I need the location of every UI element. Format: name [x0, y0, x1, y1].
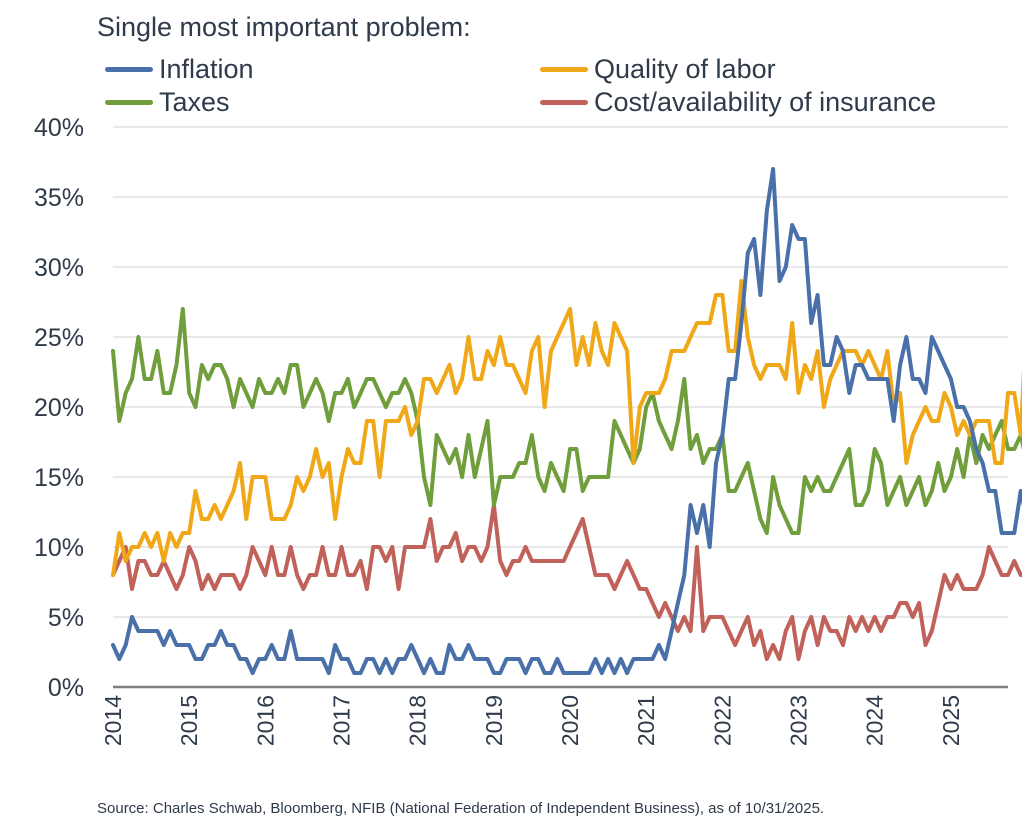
- y-tick-label: 35%: [34, 184, 84, 212]
- legend-swatch-inflation: [105, 67, 153, 72]
- series-line-cost-availability-of-insurance: [111, 503, 1022, 661]
- source-note: Source: Charles Schwab, Bloomberg, NFIB …: [97, 800, 825, 817]
- legend-entry-quality-of-labor: Quality of labor: [540, 54, 776, 85]
- legend-title: Single most important problem:: [97, 12, 471, 42]
- y-tick-label: 15%: [34, 464, 84, 492]
- legend-label-inflation: Inflation: [159, 54, 254, 84]
- x-axis-ticks: 2014 2015 2016 2017 2018 2019 2020 2021 2022 2023…: [100, 695, 964, 746]
- y-tick-label: 20%: [34, 394, 84, 422]
- series-line-taxes: [111, 307, 1022, 535]
- x-tick-label: 2015: [176, 695, 202, 746]
- legend-swatch-insurance: [540, 100, 588, 105]
- y-tick-label: 10%: [34, 534, 84, 562]
- x-tick-label: 2017: [329, 695, 355, 746]
- x-tick-label: 2025: [938, 695, 964, 746]
- gridlines: [113, 126, 1008, 618]
- x-tick-label: 2018: [405, 695, 431, 746]
- y-tick-label: 5%: [48, 604, 84, 632]
- legend-entry-taxes: Taxes: [105, 87, 230, 118]
- y-tick-label: 30%: [34, 254, 84, 282]
- x-tick-label: 2022: [709, 695, 735, 746]
- series-lines: [111, 167, 1022, 675]
- x-tick-label: 2020: [557, 695, 583, 746]
- series-line-quality-of-labor: [111, 279, 1022, 577]
- series-line-inflation: [111, 167, 1022, 675]
- y-axis-ticks: 0% 5% 10% 15% 20% 25% 30% 35% 40%: [34, 114, 84, 702]
- legend-entry-insurance: Cost/availability of insurance: [540, 87, 936, 118]
- x-tick-label: 2014: [100, 695, 126, 746]
- legend-swatch-taxes: [105, 100, 153, 105]
- y-tick-label: 40%: [34, 114, 84, 142]
- legend-label-quality-of-labor: Quality of labor: [594, 54, 776, 84]
- y-tick-label: 25%: [34, 324, 84, 352]
- x-tick-label: 2024: [862, 695, 888, 746]
- x-tick-label: 2023: [786, 695, 812, 746]
- legend-label-insurance: Cost/availability of insurance: [594, 87, 937, 117]
- x-tick-label: 2019: [481, 695, 507, 746]
- legend-label-taxes: Taxes: [159, 87, 230, 117]
- y-tick-label: 0%: [48, 674, 84, 702]
- x-tick-label: 2021: [633, 695, 659, 746]
- x-tick-label: 2016: [252, 695, 278, 746]
- legend-swatch-quality-of-labor: [540, 67, 588, 72]
- legend-entry-inflation: Inflation: [105, 54, 254, 85]
